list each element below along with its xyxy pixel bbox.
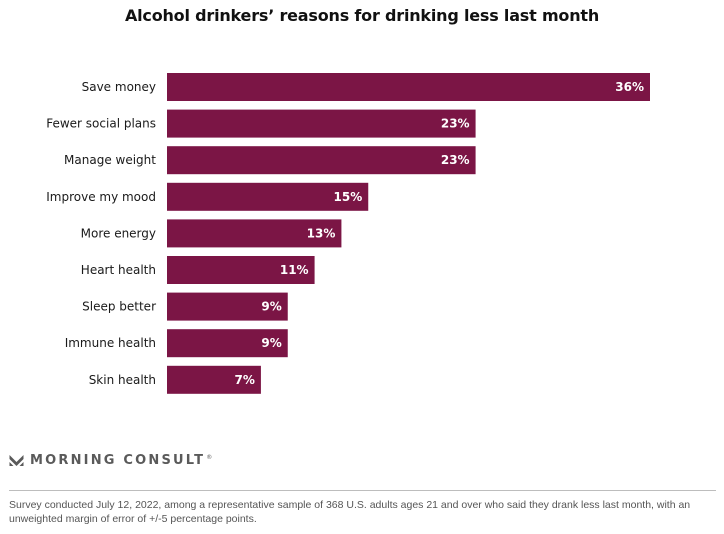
value-label: 13% — [307, 226, 336, 240]
bar-sleep-better — [167, 292, 288, 321]
morning-consult-m-icon — [9, 454, 24, 466]
logo-wordmark: MORNING CONSULT® — [30, 453, 213, 468]
value-label: 23% — [441, 153, 470, 167]
bar-heart-health — [167, 256, 315, 284]
category-label: Heart health — [81, 263, 156, 277]
value-label: 9% — [261, 300, 281, 314]
category-label: Save money — [82, 80, 156, 94]
bar-improve-my-mood — [167, 182, 369, 211]
bar-immune-health — [167, 329, 288, 358]
value-label: 36% — [615, 80, 644, 94]
value-label: 9% — [261, 336, 281, 350]
bar-skin-health — [167, 365, 261, 394]
category-label: Sleep better — [82, 300, 156, 314]
footer-divider — [9, 490, 716, 491]
category-label: Fewer social plans — [46, 117, 156, 131]
category-label: Immune health — [65, 336, 156, 350]
bar-save-money — [167, 73, 650, 101]
logo-trademark: ® — [206, 453, 213, 461]
category-label: Manage weight — [64, 153, 156, 167]
value-label: 7% — [235, 373, 255, 387]
brand-logo: MORNING CONSULT® — [9, 453, 212, 468]
survey-footnote: Survey conducted July 12, 2022, among a … — [9, 499, 691, 525]
bar-chart: Save money 36% Fewer social plans 23% Manage… — [46, 73, 650, 394]
category-label: Skin health — [89, 373, 156, 387]
value-label: 15% — [334, 190, 363, 204]
category-label: More energy — [81, 226, 156, 240]
value-label: 23% — [441, 117, 470, 131]
bar-more-energy — [167, 219, 342, 248]
value-label: 11% — [280, 263, 309, 277]
bar-fewer-social-plans — [167, 109, 476, 138]
category-label: Improve my mood — [46, 190, 156, 204]
chart-title: Alcohol drinkers’ reasons for drinking l… — [124, 6, 600, 25]
bar-manage-weight — [167, 146, 476, 175]
